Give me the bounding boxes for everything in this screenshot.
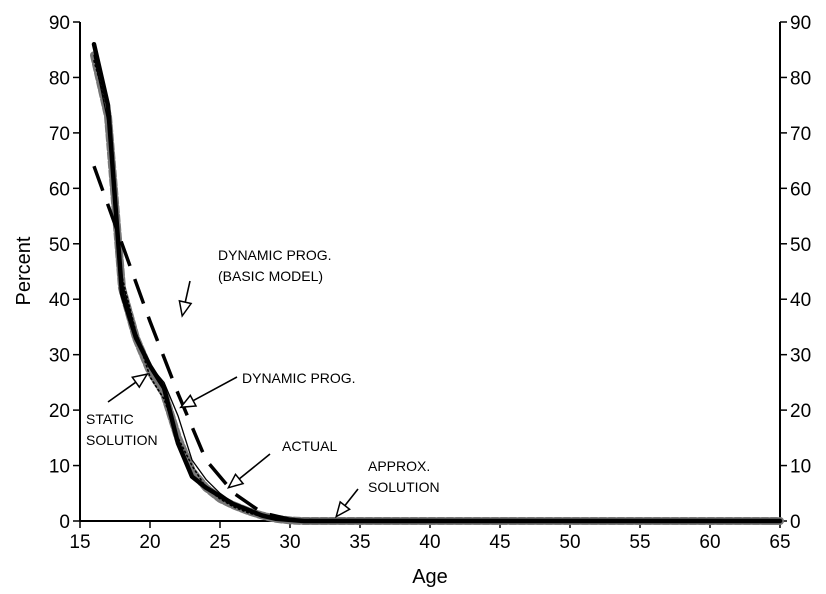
x-tick-label: 55: [629, 532, 650, 553]
y-tick-label-right: 90: [790, 13, 811, 34]
y-tick-label-right: 20: [790, 401, 811, 422]
annotation-arrow-head: [335, 500, 351, 519]
annotation-label: DYNAMIC PROG.: [218, 247, 332, 263]
series-layer: [90, 41, 784, 525]
annotation-label: SOLUTION: [368, 479, 440, 495]
annotation-arrow-head: [226, 472, 245, 489]
y-tick-label-left: 40: [49, 290, 70, 311]
y-tick-label-right: 40: [790, 290, 811, 311]
series-line-static-solution: [93, 60, 781, 522]
x-tick-label: 25: [209, 532, 230, 553]
y-tick-label-left: 10: [49, 457, 70, 478]
x-tick-label: 50: [559, 532, 580, 553]
y-tick-label-left: 60: [49, 179, 70, 200]
y-tick-label-right: 80: [790, 68, 811, 89]
annotation-label: APPROX.: [368, 458, 430, 474]
annotation-label: ACTUAL: [282, 438, 337, 454]
annotation-arrow-shaft: [107, 381, 137, 403]
y-tick-label-left: 70: [49, 124, 70, 145]
series-line-actual: [91, 41, 783, 524]
y-tick-label-left: 80: [49, 68, 70, 89]
x-tick-label: 60: [699, 532, 720, 553]
series-line-approx-solution: [90, 51, 784, 525]
x-tick-label: 35: [349, 532, 370, 553]
x-tick-label: 40: [419, 532, 440, 553]
annotation-arrow-shaft: [238, 453, 271, 480]
y-tick-label-right: 50: [790, 235, 811, 256]
y-tick-label-left: 20: [49, 401, 70, 422]
annotation-layer: DYNAMIC PROG. (BASIC MODEL) DYNAMIC PROG. S…: [86, 247, 440, 519]
y-tick-label-left: 50: [49, 235, 70, 256]
x-tick-label: 30: [279, 532, 300, 553]
y-tick-label-right: 60: [790, 179, 811, 200]
annotation-label: STATIC: [86, 411, 134, 427]
annotation-arrow-head: [131, 373, 149, 389]
annotation-arrow-head: [179, 394, 198, 409]
y-tick-label-left: 30: [49, 346, 70, 367]
y-axis-label: Percent: [13, 236, 35, 305]
annotation-arrow-shaft: [192, 376, 238, 402]
x-tick-label: 65: [769, 532, 790, 553]
annotation-label: SOLUTION: [86, 432, 158, 448]
x-tick-label: 45: [489, 532, 510, 553]
annotation-arrow-shaft: [344, 488, 359, 507]
x-axis-label: Age: [412, 566, 448, 588]
y-tick-label-right: 70: [790, 124, 811, 145]
x-tick-label: 20: [139, 532, 160, 553]
annotation-arrow-head: [178, 299, 193, 318]
annotation-label: DYNAMIC PROG.: [242, 370, 356, 386]
x-tick-label: 15: [69, 532, 90, 553]
y-tick-label-right: 0: [790, 512, 801, 533]
y-tick-label-left: 0: [59, 512, 70, 533]
y-tick-label-right: 30: [790, 346, 811, 367]
annotation-label: (BASIC MODEL): [218, 268, 323, 284]
series-line-dynamic-prog-basic-model: [92, 165, 780, 523]
series-line-dynamic-prog: [93, 54, 781, 522]
y-tick-label-right: 10: [790, 457, 811, 478]
y-tick-label-left: 90: [49, 13, 70, 34]
annotation-arrow-shaft: [184, 280, 191, 303]
